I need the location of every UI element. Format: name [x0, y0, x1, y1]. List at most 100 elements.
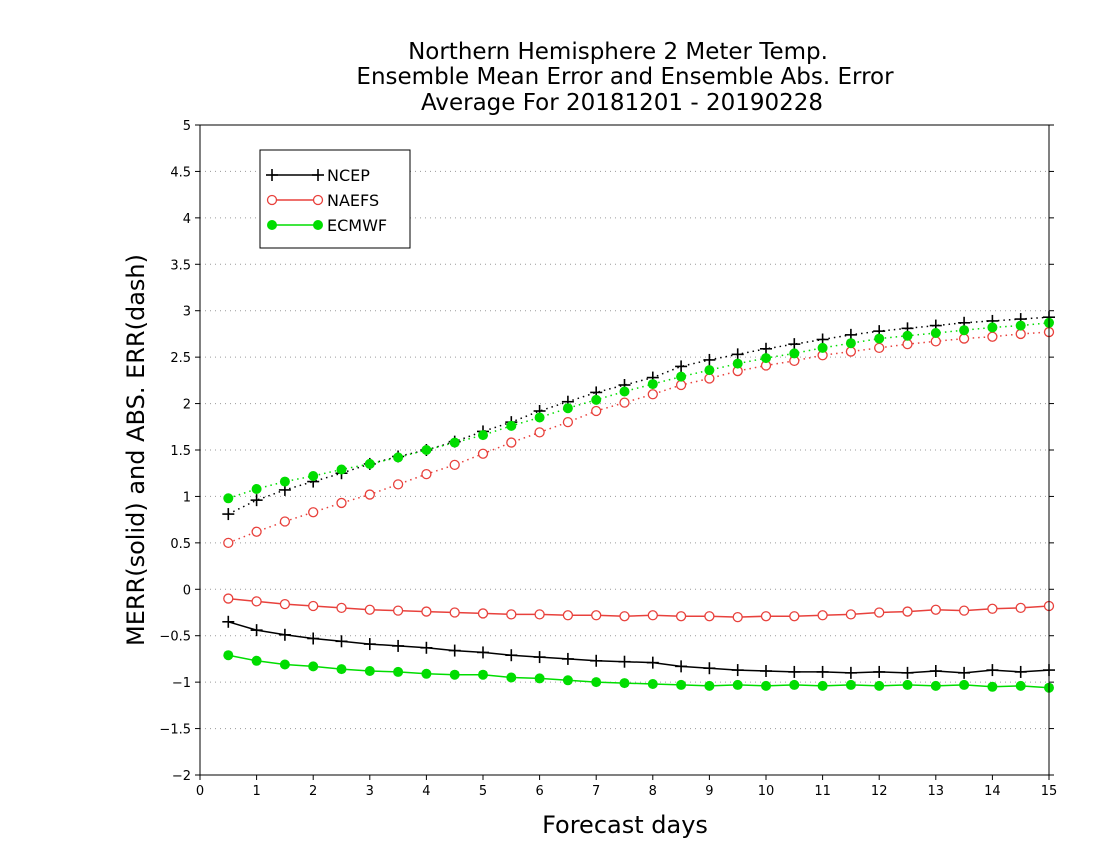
- y-tick-label: 5: [183, 119, 191, 134]
- naefs-abs-err-point: [449, 459, 460, 471]
- naefs-abs-err-line: [228, 331, 1050, 544]
- ecmwf-abs-err-point: [421, 445, 432, 455]
- naefs-abs-err-point: [619, 397, 630, 408]
- ecmwf-abs-err-point: [393, 452, 404, 463]
- naefs-merr-point: [704, 611, 715, 622]
- ncep-merr-point: [561, 652, 574, 665]
- ncep-merr-point: [675, 660, 688, 673]
- y-tick-label: 3: [183, 305, 191, 320]
- x-tick-label: 10: [758, 784, 775, 799]
- ncep-merr-point: [477, 646, 489, 659]
- naefs-abs-err-point: [477, 448, 489, 459]
- ecmwf-merr-point: [959, 679, 970, 690]
- ncep-abs-err-point: [222, 508, 235, 521]
- ecmwf-abs-err-point: [845, 338, 856, 349]
- y-tick-label: 3.5: [170, 258, 191, 273]
- ecmwf-merr-point: [478, 669, 488, 680]
- ncep-merr-point: [335, 635, 348, 648]
- naefs-merr-point: [506, 609, 517, 620]
- naefs-merr-point: [421, 606, 432, 617]
- naefs-merr-point: [251, 596, 262, 607]
- y-tick-label: 4: [183, 212, 191, 227]
- naefs-abs-err-point: [675, 379, 687, 391]
- y-tick-label: −2: [172, 769, 191, 784]
- ecmwf-merr-point: [534, 673, 545, 684]
- naefs-merr-point: [845, 609, 857, 620]
- naefs-abs-err-point: [958, 333, 970, 344]
- ecmwf-merr-point: [562, 675, 573, 686]
- ecmwf-abs-err-point: [478, 430, 488, 441]
- naefs-merr-point: [732, 611, 743, 623]
- axes: −2−1.5−1−0.500.511.522.533.544.550 1 2 3 4 5 6…: [159, 119, 1057, 799]
- ecmwf-merr-point: [845, 679, 856, 690]
- ncep-merr-point: [392, 639, 405, 652]
- naefs-abs-err-point: [647, 389, 658, 400]
- ecmwf-abs-err-point: [930, 328, 941, 338]
- ncep-merr-point: [844, 666, 857, 679]
- ecmwf-abs-err-point: [902, 330, 913, 341]
- naefs-merr-point: [1015, 602, 1026, 614]
- legend-marker-ncep: [312, 169, 324, 181]
- ecmwf-merr-point: [393, 666, 404, 677]
- title-line-2: Ensemble Mean Error and Ensemble Abs. Er…: [356, 64, 894, 90]
- legend-label-naefs: NAEFS: [327, 191, 379, 210]
- ncep-merr-point: [703, 662, 716, 675]
- ncep-abs-err-point: [703, 353, 716, 366]
- series-layer: [222, 311, 1055, 693]
- x-tick-label: 11: [814, 784, 831, 799]
- ecmwf-merr-point: [251, 655, 262, 666]
- gridlines: [200, 170, 1049, 730]
- naefs-abs-err-point: [1015, 328, 1026, 340]
- ecmwf-merr-point: [704, 680, 715, 691]
- naefs-merr-point: [760, 611, 772, 622]
- ecmwf-abs-err-point: [279, 476, 290, 487]
- ecmwf-merr-point: [817, 680, 828, 691]
- naefs-merr-point: [223, 593, 234, 604]
- legend-marker-naefs: [312, 194, 324, 206]
- ecmwf-merr-point: [308, 661, 319, 672]
- chart-title: Northern Hemisphere 2 Meter Temp. Ensemb…: [356, 39, 894, 116]
- ecmwf-merr-point: [421, 668, 432, 679]
- ecmwf-merr-point: [223, 650, 234, 661]
- ncep-merr-point: [618, 655, 631, 668]
- ecmwf-abs-err-point: [761, 353, 771, 364]
- x-tick-label: 13: [928, 784, 945, 799]
- series-naefs: [223, 326, 1055, 623]
- y-tick-label: 0.5: [170, 537, 191, 552]
- ecmwf-abs-err-point: [336, 464, 347, 475]
- x-tick-label: 5: [479, 784, 487, 799]
- ncep-abs-err-line: [227, 316, 1050, 515]
- naefs-merr-point: [930, 604, 941, 615]
- legend-item-ncep: NCEP: [266, 166, 370, 185]
- ncep-merr-point: [646, 656, 659, 669]
- ncep-merr-point: [307, 632, 320, 645]
- ncep-abs-err-point: [250, 494, 263, 507]
- ncep-merr-point: [873, 665, 886, 678]
- ecmwf-abs-err-point: [534, 412, 545, 423]
- legend: NCEP NAEFS ECMWF: [259, 149, 411, 249]
- naefs-abs-err-point: [704, 373, 715, 384]
- naefs-merr-point: [308, 600, 319, 612]
- x-tick-label: 14: [984, 784, 1001, 799]
- x-tick-label: 2: [309, 784, 317, 799]
- x-tick-label: 1: [252, 784, 260, 799]
- title-line-1: Northern Hemisphere 2 Meter Temp.: [408, 39, 828, 65]
- naefs-merr-point: [336, 602, 347, 614]
- naefs-merr-point: [449, 607, 460, 618]
- ncep-merr-point: [958, 666, 971, 679]
- y-tick-label: −1: [172, 676, 191, 691]
- ncep-abs-err-point: [760, 342, 772, 355]
- ecmwf-abs-err-point: [874, 333, 885, 344]
- ecmwf-merr-point: [676, 679, 687, 690]
- y-axis-title: MERR(solid) and ABS. ERR(dash): [122, 254, 150, 646]
- ecmwf-abs-err-point: [817, 342, 828, 353]
- naefs-merr-point: [817, 610, 828, 621]
- ncep-abs-err-point: [731, 348, 744, 361]
- naefs-abs-err-point: [251, 526, 262, 537]
- naefs-merr-point: [591, 610, 602, 621]
- naefs-abs-err-point: [562, 416, 574, 428]
- ecmwf-merr-point: [902, 679, 913, 690]
- ncep-merr-point: [448, 644, 461, 657]
- ecmwf-abs-err-point: [987, 322, 998, 333]
- ecmwf-merr-point: [1015, 680, 1026, 691]
